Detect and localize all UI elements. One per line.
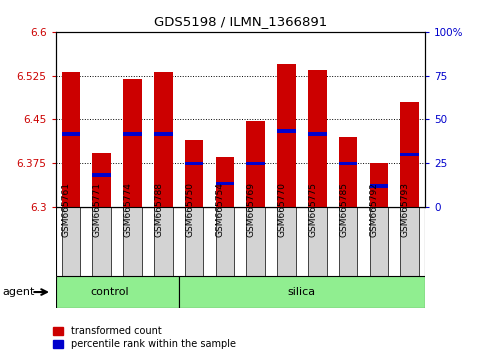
Bar	[308, 132, 327, 136]
Title: GDS5198 / ILMN_1366891: GDS5198 / ILMN_1366891	[154, 15, 327, 28]
Text: GSM665775: GSM665775	[308, 182, 317, 237]
Bar	[369, 207, 388, 276]
Bar	[154, 72, 172, 207]
Bar	[92, 173, 111, 177]
Bar	[400, 102, 419, 207]
Bar	[400, 207, 419, 276]
Bar	[179, 276, 425, 308]
Bar	[400, 153, 419, 156]
Bar	[339, 137, 357, 207]
Bar	[62, 207, 80, 276]
Bar	[369, 163, 388, 207]
Bar	[62, 72, 80, 207]
Bar	[308, 207, 327, 276]
Text: GSM665761: GSM665761	[62, 182, 71, 237]
Bar	[339, 161, 357, 165]
Bar	[185, 207, 203, 276]
Bar	[308, 70, 327, 207]
Bar	[215, 182, 234, 185]
Bar	[246, 207, 265, 276]
Text: GSM665750: GSM665750	[185, 182, 194, 237]
Bar	[123, 79, 142, 207]
Bar	[92, 207, 111, 276]
Bar	[185, 140, 203, 207]
Legend: transformed count, percentile rank within the sample: transformed count, percentile rank withi…	[53, 326, 236, 349]
Bar	[339, 207, 357, 276]
Text: GSM665792: GSM665792	[370, 182, 379, 236]
Text: GSM665754: GSM665754	[216, 182, 225, 236]
Text: GSM665788: GSM665788	[154, 182, 163, 237]
Text: silica: silica	[288, 287, 316, 297]
Bar	[154, 132, 172, 136]
Bar	[92, 153, 111, 207]
Text: GSM665771: GSM665771	[93, 182, 102, 237]
Bar	[123, 207, 142, 276]
Bar	[246, 121, 265, 207]
Bar	[215, 207, 234, 276]
Bar	[215, 158, 234, 207]
Text: GSM665770: GSM665770	[277, 182, 286, 237]
Bar	[246, 161, 265, 165]
Bar	[62, 132, 80, 136]
Text: GSM665774: GSM665774	[124, 182, 132, 236]
Bar	[277, 207, 296, 276]
Bar	[277, 64, 296, 207]
Bar	[56, 276, 179, 308]
Bar	[154, 207, 172, 276]
Text: GSM665769: GSM665769	[247, 182, 256, 237]
Bar	[123, 132, 142, 136]
Text: control: control	[90, 287, 129, 297]
Text: GSM665793: GSM665793	[400, 182, 410, 237]
Bar	[277, 130, 296, 133]
Text: agent: agent	[2, 287, 35, 297]
Bar	[185, 161, 203, 165]
Bar	[369, 184, 388, 188]
Text: GSM665785: GSM665785	[339, 182, 348, 237]
